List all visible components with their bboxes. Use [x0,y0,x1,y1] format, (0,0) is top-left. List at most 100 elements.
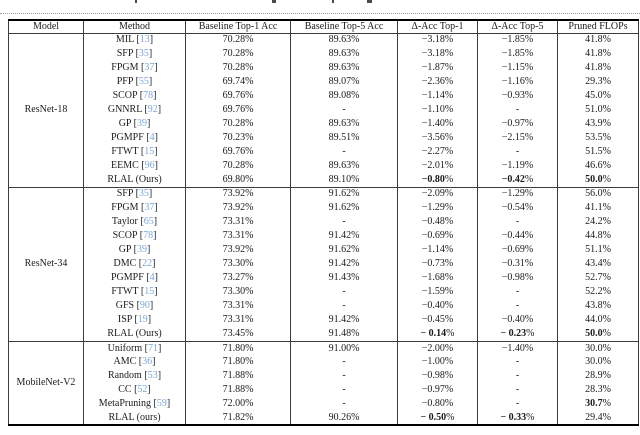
delta-top5-cell: −2.15% [477,131,558,146]
baseline-top1-cell: 70.28% [185,47,291,62]
delta-top1-cell: −3.56% [397,131,478,146]
citation-link[interactable]: 78 [143,90,154,102]
baseline-top5-cell: 89.63% [290,159,398,174]
table-row: GNNRL [92] 69.76% - −1.10% -51.0% [9,103,639,118]
pruned-flops-cell: 30.0% [557,340,639,356]
citation-link[interactable]: 92 [147,104,158,116]
citation-link[interactable]: 35 [138,48,149,60]
delta-top1-cell: −0.73% [397,257,478,272]
method-cell: AMC [36] [83,355,186,370]
baseline-top5-cell: 89.63% [290,61,398,76]
delta-top5-cell: −0.54% [477,201,558,216]
baseline-top1-cell: 73.31% [185,313,291,328]
pruned-flops-cell: 29.4% [557,411,639,426]
citation-link[interactable]: 13 [139,34,150,46]
baseline-top5-cell: 91.62% [290,201,398,216]
delta-top5-cell: −1.29% [477,186,558,202]
table-row: ResNet-34 SFP [35] 73.92% 91.62% −2.09% −1.29… [8,186,639,342]
pruned-flops-cell: 43.8% [557,299,639,314]
delta-top5-cell: −0.69% [477,243,558,258]
col-header-delta-top5: Δ-Acc Top-5 [477,20,558,34]
baseline-top1-cell: 73.31% [185,215,291,230]
citation-link[interactable]: 96 [144,160,155,172]
citation-link[interactable]: 59 [156,398,167,410]
citation-link[interactable]: 22 [142,258,153,270]
citation-link[interactable]: 65 [143,216,154,228]
delta-top5-cell: - [477,145,558,160]
pruned-flops-cell: 50.0% [557,173,639,188]
baseline-top1-cell: 69.74% [185,75,291,90]
citation-link[interactable]: 71 [147,342,158,354]
citation-link[interactable]: 37 [144,202,155,214]
delta-top1-cell: −1.14% [397,243,478,258]
table-row: DMC [22] 73.30% 91.42% −0.73% −0.31% 43.4% [9,257,639,272]
citation-link[interactable]: 15 [144,146,155,158]
baseline-top1-cell: 69.76% [185,103,291,118]
method-cell: FTWT [15] [83,145,186,160]
baseline-top1-cell: 69.76% [185,145,291,160]
delta-top5-cell: −1.40% [477,340,558,356]
table-row: EEMC [96] 70.28% 89.63% −2.01% −1.19% 46.6% [9,159,639,174]
table-row: SFP [35] 70.28% 89.63% −3.18% −1.85% 41.8% [9,47,639,62]
model-cell: ResNet-18 [8,33,84,188]
baseline-top1-cell: 71.80% [185,355,291,370]
baseline-top1-cell: 70.28% [185,159,291,174]
citation-link[interactable]: 52 [137,384,148,396]
citation-link[interactable]: 19 [137,314,148,326]
baseline-top1-cell: 69.80% [185,173,291,188]
baseline-top1-cell: 72.00% [185,397,291,412]
table-top-dotted-rule [0,13,640,14]
method-cell: Uniform [71] [83,340,186,356]
citation-link[interactable]: 53 [147,370,158,382]
baseline-top5-cell: - [290,299,398,314]
baseline-top5-cell: - [290,369,398,384]
delta-top1-cell: − 0.14% [397,327,478,342]
citation-link[interactable]: 39 [136,118,147,130]
delta-top5-cell: − 0.23% [477,327,558,342]
delta-top5-cell: - [477,355,558,370]
citation-link[interactable]: 78 [143,230,154,242]
delta-top5-cell: −1.19% [477,159,558,174]
baseline-top5-cell: - [290,355,398,370]
baseline-top1-cell: 73.92% [185,243,291,258]
citation-link[interactable]: 90 [139,300,150,312]
baseline-top1-cell: 71.88% [185,383,291,398]
citation-link[interactable]: 55 [138,76,149,88]
pruned-flops-cell: 24.2% [557,215,639,230]
table-row: AMC [36] 71.80% - −1.00% -30.0% [9,355,639,370]
table-row: Taylor [65] 73.31% - −0.48% -24.2% [9,215,639,230]
delta-top5-cell: −0.40% [477,313,558,328]
delta-top5-cell: - [477,215,558,230]
delta-top1-cell: − 0.50% [397,411,478,426]
method-cell: PFP [55] [83,75,186,90]
delta-top5-cell: - [477,369,558,384]
baseline-top5-cell: - [290,285,398,300]
citation-link[interactable]: 37 [144,62,155,74]
method-cell: SCOP [78] [83,229,186,244]
delta-top5-cell: - [477,103,558,118]
citation-link[interactable]: 36 [142,356,153,368]
citation-link[interactable]: 4 [149,132,155,144]
pruned-flops-cell: 41.1% [557,201,639,216]
table-row: SCOP [78] 69.76% 89.08% −1.14% −0.93% 45.0% [9,89,639,104]
table-row: PGMPF [4] 70.23% 89.51% −3.56% −2.15% 53.5% [9,131,639,146]
pruned-flops-cell: 44.0% [557,313,639,328]
pruned-flops-cell: 28.9% [557,369,639,384]
citation-link[interactable]: 39 [136,244,147,256]
method-cell: FPGM [37] [83,61,186,76]
delta-top1-cell: −1.00% [397,355,478,370]
baseline-top1-cell: 73.30% [185,257,291,272]
pruned-flops-cell: 53.5% [557,131,639,146]
pruned-flops-cell: 41.8% [557,47,639,62]
citation-link[interactable]: 35 [138,188,149,200]
delta-top1-cell: −0.40% [397,299,478,314]
baseline-top1-cell: 73.45% [185,327,291,342]
pruned-flops-cell: 30.0% [557,355,639,370]
pruned-flops-cell: 43.4% [557,257,639,272]
citation-link[interactable]: 15 [144,286,155,298]
method-cell: PGMPF [4] [83,131,186,146]
baseline-top1-cell: 70.23% [185,131,291,146]
col-header-baseline-top5: Baseline Top-5 Acc [290,20,398,34]
citation-link[interactable]: 4 [149,272,155,284]
method-cell: SCOP [78] [83,89,186,104]
